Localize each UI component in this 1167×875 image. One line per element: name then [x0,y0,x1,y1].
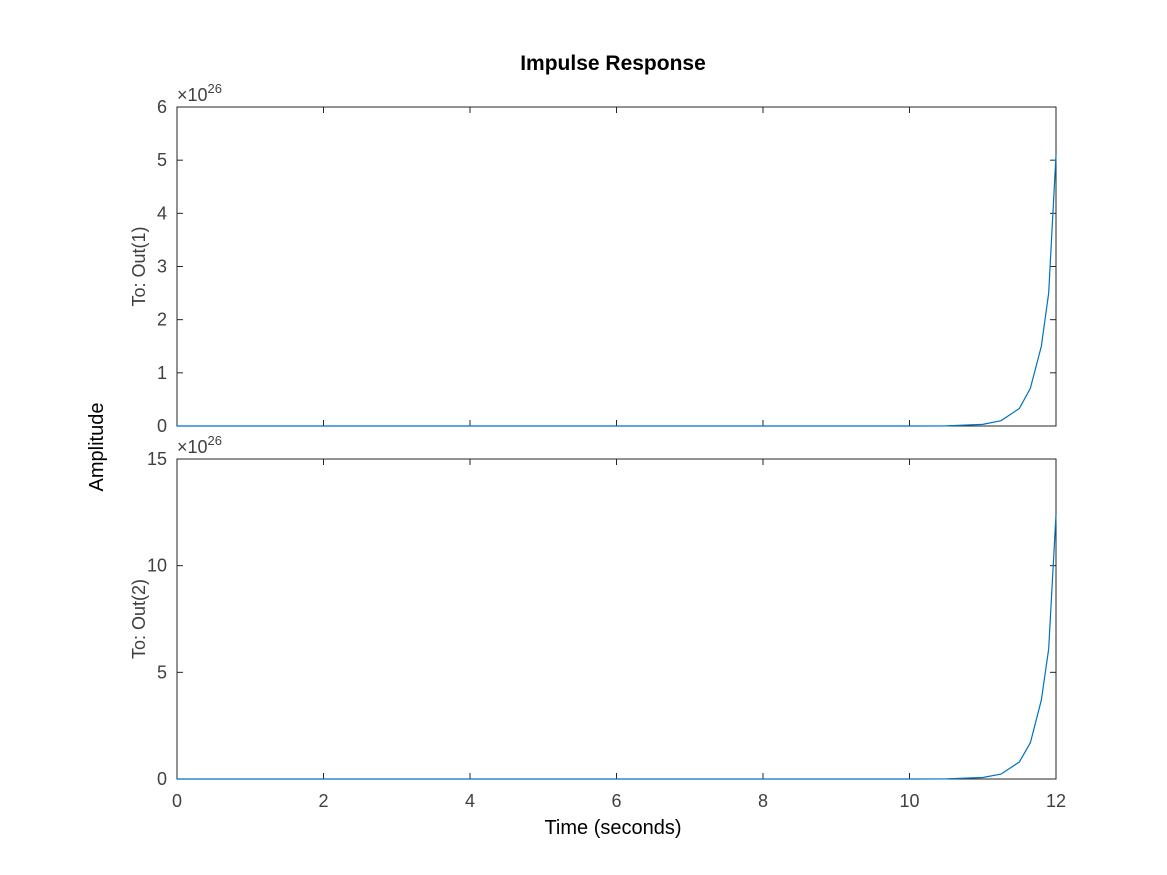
y-tick-label: 5 [157,662,167,682]
x-tick-label: 10 [899,791,919,811]
x-tick-label: 12 [1046,791,1066,811]
exponent-label: ×1026 [177,433,222,457]
y-tick-label: 4 [157,203,167,223]
x-tick-label: 2 [318,791,328,811]
y-tick-label: 0 [157,416,167,436]
y-tick-label: 6 [157,97,167,117]
x-tick-label: 0 [172,791,182,811]
chart-title: Impulse Response [520,52,706,75]
y-tick-label: 3 [157,257,167,277]
subplot-ylabel-1: To: Out(1) [129,226,149,306]
x-axis-label: Time (seconds) [544,817,681,839]
y-tick-label: 5 [157,150,167,170]
y-tick-label: 10 [147,556,167,576]
subplot-ylabel-2: To: Out(2) [129,579,149,659]
x-tick-label: 4 [465,791,475,811]
exponent-label: ×1026 [177,81,222,105]
plot-area-2 [176,458,1057,780]
y-tick-label: 1 [157,363,167,383]
y-tick-label: 15 [147,449,167,469]
y-axis-label: Amplitude [86,403,108,492]
y-tick-label: 2 [157,310,167,330]
plot-area-1 [176,106,1057,427]
y-tick-label: 0 [157,769,167,789]
response-line-2 [177,514,1057,780]
x-tick-label: 8 [758,791,768,811]
x-tick-label: 6 [611,791,621,811]
response-line-1 [177,154,1057,427]
